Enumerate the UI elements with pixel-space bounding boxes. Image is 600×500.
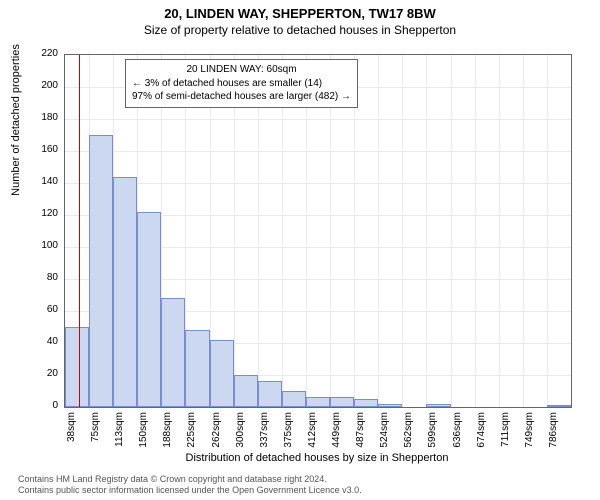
y-tick-label: 0 xyxy=(22,400,58,411)
infobox-line: 97% of semi-detached houses are larger (… xyxy=(132,90,351,104)
histogram-bar xyxy=(282,391,306,407)
x-tick-label: 674sqm xyxy=(476,412,487,462)
y-tick-label: 20 xyxy=(22,368,58,379)
x-tick-label: 38sqm xyxy=(66,412,77,462)
histogram-bar xyxy=(89,135,113,407)
histogram-bar xyxy=(306,397,330,407)
y-tick-label: 100 xyxy=(22,240,58,251)
x-tick-label: 749sqm xyxy=(524,412,535,462)
histogram-bar xyxy=(378,404,402,407)
attribution-text: Contains HM Land Registry data © Crown c… xyxy=(18,474,362,497)
x-tick-label: 599sqm xyxy=(427,412,438,462)
y-tick-label: 40 xyxy=(22,336,58,347)
x-tick-label: 711sqm xyxy=(500,412,511,462)
histogram-bar xyxy=(185,330,209,407)
attribution-line: Contains HM Land Registry data © Crown c… xyxy=(18,474,362,485)
y-tick-label: 220 xyxy=(22,48,58,59)
infobox-line: 20 LINDEN WAY: 60sqm xyxy=(132,63,351,77)
property-marker-line xyxy=(79,55,80,407)
histogram-bar xyxy=(113,177,137,407)
attribution-line: Contains public sector information licen… xyxy=(18,485,362,496)
x-tick-label: 449sqm xyxy=(331,412,342,462)
info-box: 20 LINDEN WAY: 60sqm← 3% of detached hou… xyxy=(125,59,358,108)
x-tick-label: 337sqm xyxy=(259,412,270,462)
histogram-bar xyxy=(210,340,234,407)
histogram-bar xyxy=(65,327,89,407)
histogram-bar xyxy=(354,399,378,407)
x-tick-label: 786sqm xyxy=(548,412,559,462)
x-tick-label: 412sqm xyxy=(307,412,318,462)
x-tick-label: 375sqm xyxy=(283,412,294,462)
histogram-bar xyxy=(161,298,185,407)
y-tick-label: 160 xyxy=(22,144,58,155)
chart-plot-area: 20 LINDEN WAY: 60sqm← 3% of detached hou… xyxy=(64,54,572,408)
histogram-bar xyxy=(234,375,258,407)
y-tick-label: 200 xyxy=(22,80,58,91)
page-title: 20, LINDEN WAY, SHEPPERTON, TW17 8BW xyxy=(0,0,600,21)
x-tick-label: 524sqm xyxy=(379,412,390,462)
x-tick-label: 262sqm xyxy=(211,412,222,462)
y-tick-label: 60 xyxy=(22,304,58,315)
x-tick-label: 75sqm xyxy=(90,412,101,462)
histogram-bar xyxy=(426,404,450,407)
y-tick-label: 140 xyxy=(22,176,58,187)
x-tick-label: 113sqm xyxy=(114,412,125,462)
page-subtitle: Size of property relative to detached ho… xyxy=(0,23,600,37)
y-tick-label: 180 xyxy=(22,112,58,123)
histogram-bar xyxy=(330,397,354,407)
x-tick-label: 562sqm xyxy=(403,412,414,462)
histogram-bar xyxy=(258,381,282,407)
histogram-bar xyxy=(137,212,161,407)
histogram-bar xyxy=(547,405,571,407)
x-tick-label: 487sqm xyxy=(355,412,366,462)
x-tick-label: 188sqm xyxy=(162,412,173,462)
x-tick-label: 150sqm xyxy=(138,412,149,462)
x-tick-label: 225sqm xyxy=(186,412,197,462)
x-tick-label: 636sqm xyxy=(452,412,463,462)
y-tick-label: 120 xyxy=(22,208,58,219)
x-tick-label: 300sqm xyxy=(235,412,246,462)
y-axis-label: Number of detached properties xyxy=(10,10,22,230)
y-tick-label: 80 xyxy=(22,272,58,283)
infobox-line: ← 3% of detached houses are smaller (14) xyxy=(132,77,351,91)
